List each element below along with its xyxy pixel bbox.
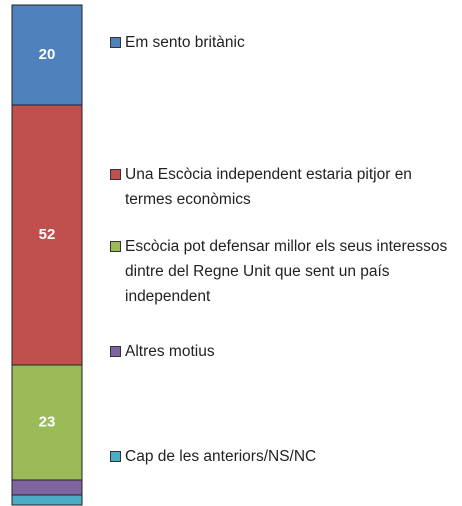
- legend-label: Em sento britànic: [125, 34, 245, 51]
- legend-label: Una Escòcia independent estaria pitjor e…: [125, 166, 412, 208]
- legend-entry: Altres motius: [110, 339, 455, 364]
- legend-label: Altres motius: [125, 343, 215, 360]
- bar-segment: [11, 479, 83, 496]
- legend-swatch: [110, 37, 121, 48]
- legend-entry: Escòcia pot defensar millor els seus int…: [110, 234, 455, 309]
- legend-label: Cap de les anteriors/NS/NC: [125, 448, 317, 465]
- legend-swatch: [110, 169, 121, 180]
- legend-swatch: [110, 346, 121, 357]
- bar-segment: [11, 4, 83, 106]
- legend-swatch: [110, 451, 121, 462]
- bar-segment: [11, 364, 83, 481]
- data-label: 20: [39, 46, 56, 63]
- legend-label: Escòcia pot defensar millor els seus int…: [125, 238, 448, 305]
- legend-entry: Una Escòcia independent estaria pitjor e…: [110, 162, 455, 212]
- bar-segment: [11, 494, 83, 506]
- legend-entry: Cap de les anteriors/NS/NC: [110, 444, 455, 469]
- data-label: 52: [39, 226, 56, 243]
- legend-swatch: [110, 241, 121, 252]
- data-label: 23: [39, 413, 56, 430]
- legend-entry: Em sento britànic: [110, 30, 455, 55]
